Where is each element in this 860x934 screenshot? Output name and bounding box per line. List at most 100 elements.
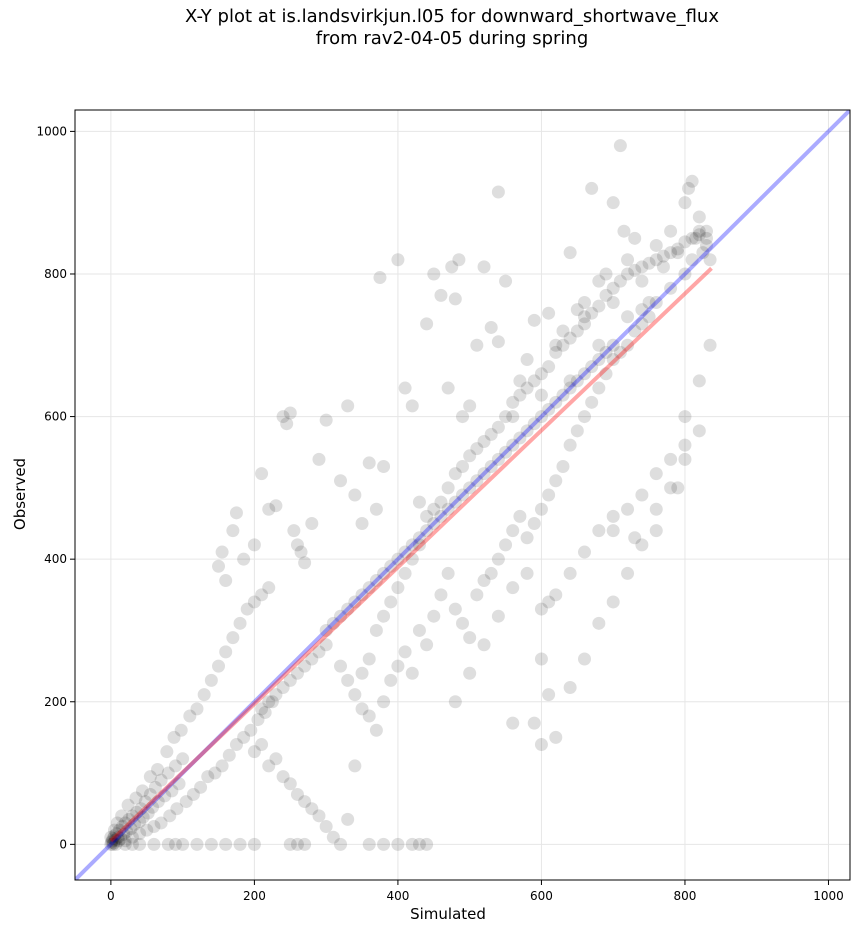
data-point bbox=[362, 652, 376, 666]
data-point bbox=[204, 837, 218, 851]
data-point bbox=[592, 274, 606, 288]
data-point bbox=[678, 267, 692, 281]
data-point bbox=[671, 246, 685, 260]
data-point bbox=[420, 638, 434, 652]
data-point bbox=[445, 260, 459, 274]
data-point bbox=[140, 823, 154, 837]
data-point bbox=[491, 420, 505, 434]
data-point bbox=[441, 381, 455, 395]
data-point bbox=[125, 837, 139, 851]
data-point bbox=[161, 766, 175, 780]
data-point bbox=[506, 438, 520, 452]
data-point bbox=[613, 274, 627, 288]
data-point bbox=[136, 810, 150, 824]
data-point bbox=[197, 688, 211, 702]
data-point bbox=[355, 588, 369, 602]
data-point bbox=[534, 410, 548, 424]
data-point bbox=[384, 595, 398, 609]
data-point bbox=[391, 552, 405, 566]
data-point bbox=[117, 827, 131, 841]
data-point bbox=[384, 673, 398, 687]
data-point bbox=[477, 260, 491, 274]
data-point bbox=[283, 777, 297, 791]
data-point bbox=[269, 752, 283, 766]
data-point bbox=[549, 474, 563, 488]
data-point bbox=[656, 249, 670, 263]
data-point bbox=[355, 702, 369, 716]
data-point bbox=[434, 288, 448, 302]
data-point bbox=[405, 837, 419, 851]
data-point bbox=[491, 552, 505, 566]
data-point bbox=[678, 452, 692, 466]
data-point bbox=[398, 645, 412, 659]
axis-ticks: 0 200 400 600 800 1000 0 200 400 600 800 1000 bbox=[36, 124, 843, 903]
data-point bbox=[362, 837, 376, 851]
data-point bbox=[463, 666, 477, 680]
data-point bbox=[664, 224, 678, 238]
data-point bbox=[689, 231, 703, 245]
data-point bbox=[147, 820, 161, 834]
data-point bbox=[167, 730, 181, 744]
data-point bbox=[534, 502, 548, 516]
data-point bbox=[226, 524, 240, 538]
data-point bbox=[369, 723, 383, 737]
data-point bbox=[355, 517, 369, 531]
data-point bbox=[456, 616, 469, 630]
data-point bbox=[527, 313, 541, 327]
data-point bbox=[312, 809, 326, 823]
data-point bbox=[305, 652, 319, 666]
data-point bbox=[326, 616, 340, 630]
data-point bbox=[621, 310, 635, 324]
data-point bbox=[635, 274, 649, 288]
data-point bbox=[699, 238, 713, 252]
data-point bbox=[398, 545, 412, 559]
data-point bbox=[114, 832, 128, 846]
data-point bbox=[290, 787, 304, 801]
data-point bbox=[262, 759, 276, 773]
data-point bbox=[341, 673, 355, 687]
data-point bbox=[477, 467, 491, 481]
data-point bbox=[305, 517, 319, 531]
data-point bbox=[520, 566, 534, 580]
data-point bbox=[592, 381, 606, 395]
data-point bbox=[276, 410, 290, 424]
data-point bbox=[513, 388, 527, 402]
data-point bbox=[138, 795, 152, 809]
data-point bbox=[499, 410, 513, 424]
data-point bbox=[133, 815, 147, 829]
data-point bbox=[463, 481, 477, 495]
data-point bbox=[115, 820, 129, 834]
data-point bbox=[606, 281, 620, 295]
data-point bbox=[129, 791, 143, 805]
y-tick-label: 0 bbox=[59, 837, 67, 851]
data-point bbox=[671, 481, 685, 495]
data-point bbox=[135, 784, 149, 798]
data-point bbox=[247, 538, 261, 552]
data-point bbox=[190, 702, 204, 716]
data-point bbox=[542, 595, 556, 609]
data-point bbox=[649, 253, 663, 267]
data-point bbox=[237, 552, 251, 566]
data-point bbox=[534, 652, 548, 666]
data-point bbox=[334, 659, 348, 673]
data-point bbox=[204, 673, 218, 687]
data-point bbox=[621, 502, 635, 516]
data-point bbox=[599, 367, 613, 381]
data-point bbox=[592, 616, 606, 630]
data-point bbox=[549, 345, 563, 359]
data-point bbox=[527, 417, 541, 431]
data-point bbox=[506, 716, 520, 730]
data-point bbox=[685, 174, 699, 188]
data-point bbox=[642, 296, 656, 309]
data-point bbox=[312, 645, 326, 659]
data-point bbox=[384, 559, 398, 573]
data-point bbox=[154, 773, 168, 787]
data-point bbox=[599, 288, 613, 302]
data-point bbox=[577, 296, 591, 309]
data-point bbox=[237, 730, 251, 744]
data-point bbox=[549, 588, 563, 602]
data-point bbox=[427, 267, 441, 281]
data-point bbox=[412, 495, 426, 509]
data-point bbox=[258, 705, 272, 719]
data-point bbox=[219, 645, 233, 659]
